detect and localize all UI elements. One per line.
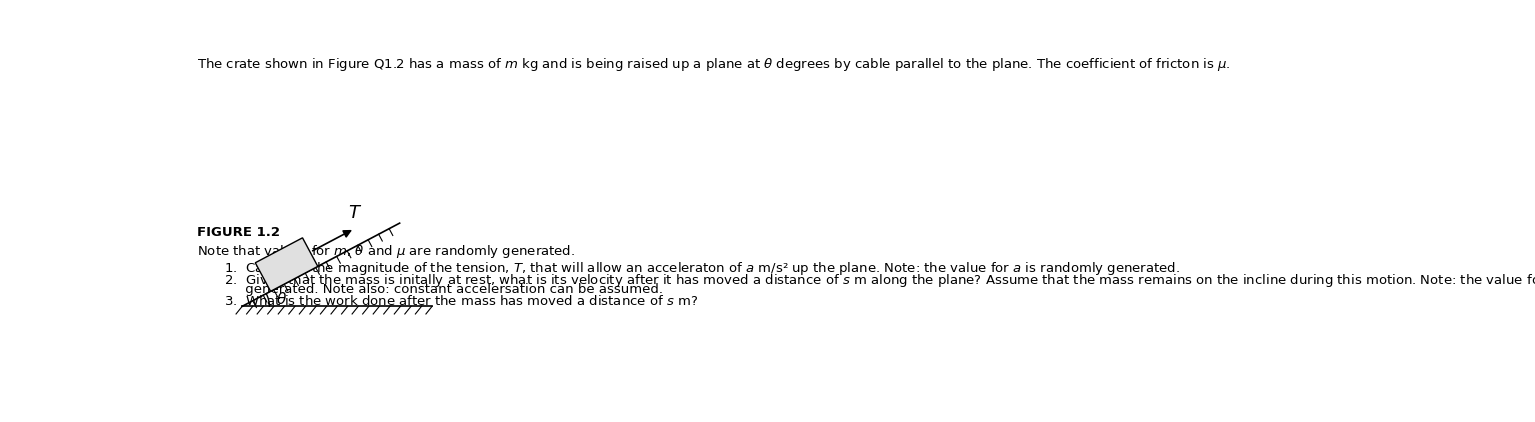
Text: 2.  Given that the mass is initally at rest, what is its velocity after it has m: 2. Given that the mass is initally at re… [224,272,1535,289]
Text: The crate shown in Figure Q1.2 has a mass of $\mathit{m}$ kg and is being raised: The crate shown in Figure Q1.2 has a mas… [196,56,1230,73]
Text: FIGURE 1.2: FIGURE 1.2 [196,226,279,239]
Text: Note that values for $\mathit{m}$, $\mathit{\theta}$ and $\mathit{\mu}$ are rand: Note that values for $\mathit{m}$, $\mat… [196,243,574,260]
Text: $\mathit{\theta}$: $\mathit{\theta}$ [276,292,287,308]
Text: 3.  What is the work done after the mass has moved a distance of $\mathit{s}$ m?: 3. What is the work done after the mass … [224,294,698,308]
Text: 1.  Calculate the magnitude of the tension, $\mathit{T}$, that will allow an acc: 1. Calculate the magnitude of the tensio… [224,260,1180,277]
Text: generated. Note also: constant accelersation can be assumed.: generated. Note also: constant accelersa… [224,283,663,296]
Polygon shape [255,238,318,291]
Text: $\mathbf{\mathit{T}}$: $\mathbf{\mathit{T}}$ [348,204,362,222]
